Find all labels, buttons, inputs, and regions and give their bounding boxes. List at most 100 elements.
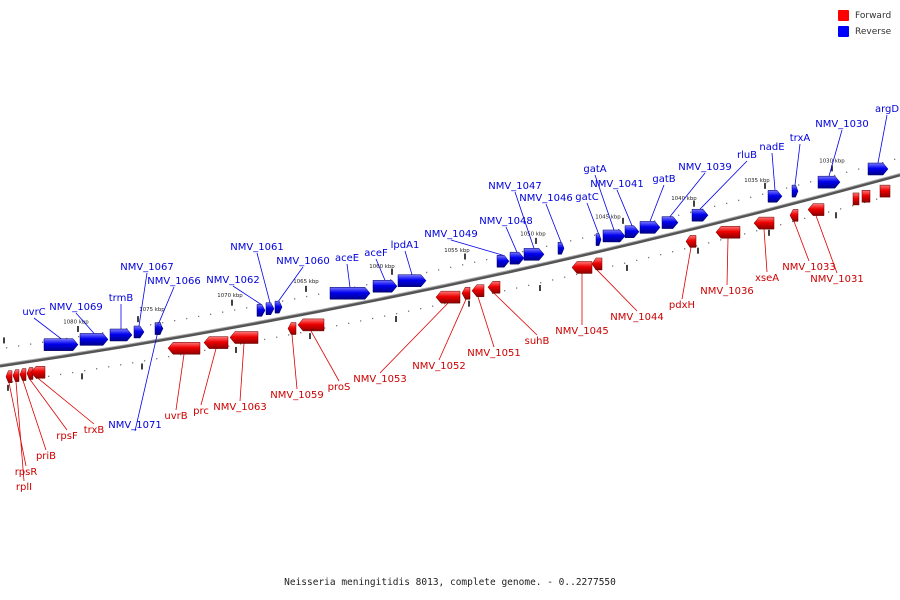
- gene-label: NMV_1060: [276, 256, 329, 267]
- gene-uvrC: [43, 338, 79, 351]
- reverse-label: Reverse: [855, 26, 892, 37]
- gene-arrow: [274, 300, 283, 314]
- scale-label: 1045 kbp: [595, 214, 621, 220]
- leader-line: [771, 152, 776, 191]
- gene-arrow: [397, 274, 427, 287]
- gene-arrow: [109, 328, 133, 342]
- gene-label: priB: [36, 451, 56, 462]
- leader-line: [232, 285, 262, 305]
- gene-arrow: [229, 331, 259, 344]
- gene-arrow: [372, 279, 398, 293]
- gene-trmB: [109, 328, 133, 342]
- leader-line: [681, 247, 692, 300]
- gene-label: NMV_1039: [678, 162, 731, 173]
- leader-line: [22, 380, 47, 451]
- gene-label: NMV_1061: [230, 242, 283, 253]
- gene-NMV_1053: [435, 290, 461, 304]
- gene-label: pdxH: [669, 300, 695, 311]
- gene-label: rluB: [737, 150, 757, 161]
- leader-line: [200, 348, 217, 406]
- scale-label: 1075 kbp: [139, 307, 165, 313]
- scale-label: 1070 kbp: [217, 293, 243, 299]
- gene-NMV_1039: [661, 216, 679, 229]
- gene-label: NMV_1045: [555, 326, 608, 337]
- gene-arrow: [43, 338, 79, 351]
- gene-arrow: [595, 233, 602, 246]
- gene-label: aceE: [335, 253, 359, 264]
- gene-priB: [19, 368, 27, 381]
- gene-rpsR: [5, 370, 13, 383]
- gene-label: gatB: [652, 174, 675, 185]
- gene-NMV_1063: [229, 331, 259, 344]
- gene-label: prc: [193, 406, 209, 417]
- leader-line: [793, 221, 810, 262]
- gene-aceF: [372, 279, 398, 293]
- leader-line: [134, 322, 161, 432]
- gene-trxB: [30, 366, 46, 379]
- leader-line: [15, 381, 25, 482]
- leader-line: [404, 250, 413, 275]
- gene-label: NMV_1046: [519, 193, 572, 204]
- leader-line: [616, 189, 633, 226]
- gene-arrow: [691, 208, 709, 222]
- gene-label: rpsF: [56, 431, 78, 442]
- gene-NMV_1060: [274, 300, 283, 314]
- gene-NMV_1041: [624, 225, 640, 238]
- gene-arrow: [167, 342, 201, 355]
- gene-arrow: [496, 255, 510, 268]
- leader-line: [477, 296, 495, 348]
- gene-NMV_1045: [571, 261, 593, 274]
- gene-label: NMV_1063: [213, 402, 266, 413]
- legend-forward: Forward: [838, 8, 891, 23]
- gene-unlabeled: [879, 184, 891, 198]
- leader-line: [545, 203, 562, 243]
- scale-label: 1055 kbp: [444, 248, 470, 254]
- gene-arrow: [509, 251, 525, 265]
- forward-swatch: [838, 10, 849, 21]
- gene-arrow: [297, 318, 325, 332]
- legend: Forward Reverse: [838, 8, 891, 40]
- scale-label: 1080 kbp: [63, 319, 89, 325]
- leader-line: [763, 229, 768, 273]
- gene-arrow: [5, 370, 13, 383]
- gene-label: NMV_1071: [108, 420, 161, 431]
- leader-line: [278, 266, 304, 302]
- leader-line: [310, 330, 340, 382]
- forward-label: Forward: [855, 10, 892, 21]
- gene-arrow: [557, 242, 565, 255]
- gene-arrow: [817, 175, 841, 189]
- gene-arrow: [256, 304, 266, 317]
- gene-label: trxA: [790, 133, 811, 144]
- genome-backbone-highlight: [0, 173, 900, 365]
- scale-label: 1030 kbp: [819, 158, 845, 164]
- gene-xseA: [753, 216, 775, 230]
- gene-rluB: [691, 208, 709, 222]
- gene-gatB: [639, 221, 661, 234]
- gene-arrow: [602, 229, 626, 243]
- gene-arrow: [807, 203, 825, 216]
- gene-label: NMV_1052: [412, 361, 465, 372]
- leader-line: [596, 269, 638, 312]
- gene-NMV_1046: [557, 242, 565, 255]
- leader-line: [794, 143, 801, 186]
- gene-arrow: [624, 225, 640, 238]
- gene-arrow: [685, 235, 697, 248]
- leader-line: [877, 114, 888, 164]
- leader-line: [239, 343, 245, 402]
- gene-arrow: [661, 216, 679, 229]
- gene-arrow: [789, 209, 799, 222]
- legend-reverse: Reverse: [838, 24, 891, 39]
- gene-arrow: [265, 302, 275, 315]
- gene-label: NMV_1049: [424, 229, 477, 240]
- reverse-swatch: [838, 26, 849, 37]
- leader-line: [37, 377, 95, 425]
- gene-argD: [867, 162, 889, 176]
- gene-NMV_1051: [471, 284, 485, 297]
- gene-arrow: [471, 284, 485, 297]
- gene-arrow: [79, 333, 109, 346]
- gene-rpsF: [26, 367, 34, 380]
- leader-line: [291, 334, 298, 390]
- leader-line: [158, 286, 175, 323]
- gene-label: NMV_1033: [782, 262, 835, 273]
